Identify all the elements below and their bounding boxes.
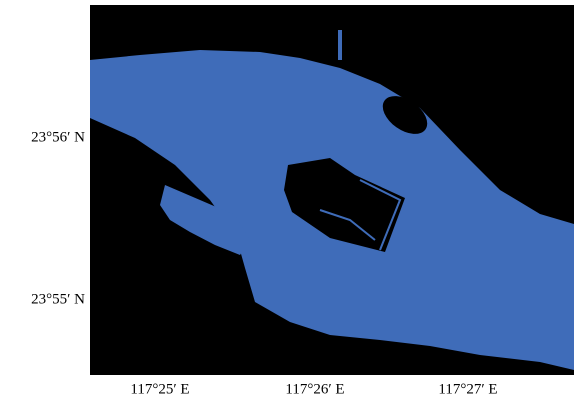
map-figure: 23°56′ N 23°55′ N 117°25′ E 117°26′ E 11… (0, 0, 574, 401)
lat-label: 23°55′ N (31, 291, 85, 307)
lon-label: 117°26′ E (285, 381, 344, 397)
lon-label: 117°27′ E (438, 381, 497, 397)
page: {"map": {"lat_labels": ["23°56′ N", "23°… (0, 0, 574, 401)
lat-label: 23°56′ N (31, 129, 85, 145)
lon-label: 117°25′ E (130, 381, 189, 397)
